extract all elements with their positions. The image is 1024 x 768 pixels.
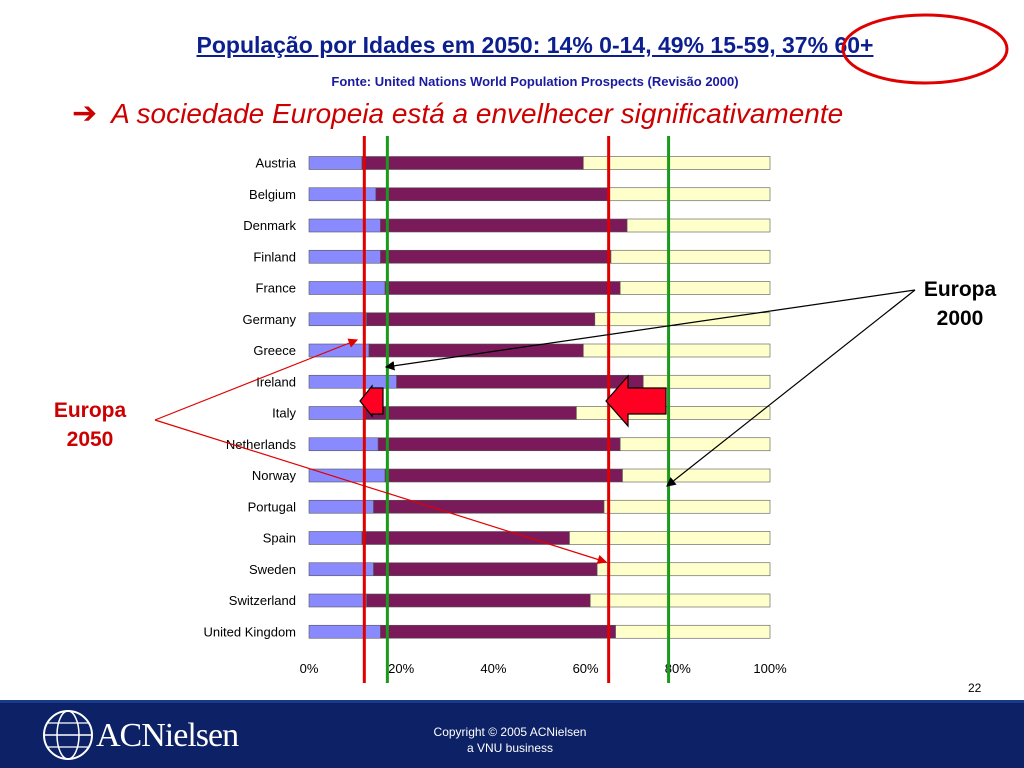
bar-segment-series1 — [308, 374, 397, 389]
bar-segment-series3 — [576, 406, 771, 420]
bar-segment-series1 — [308, 624, 381, 639]
highlight-ellipse — [841, 13, 1009, 85]
bar-segment-series2 — [373, 499, 605, 514]
footer-divider — [0, 700, 1024, 703]
bar-segment-series3 — [603, 499, 771, 514]
category-label: Ireland — [256, 374, 296, 389]
source-note: Fonte: United Nations World Population P… — [331, 74, 739, 89]
acnielsen-logo: ACNielsen — [38, 705, 278, 763]
category-label: Finland — [253, 249, 296, 264]
bar-segment-series3 — [615, 624, 771, 639]
category-label: Netherlands — [226, 437, 297, 452]
category-label: Germany — [243, 312, 297, 327]
bar-segment-series2 — [366, 312, 596, 327]
category-labels: Austria Belgium Denmark Finland France German… — [204, 156, 297, 640]
bar-segment-series1 — [308, 593, 367, 608]
reference-lines — [362, 136, 671, 683]
bar-segment-series2 — [368, 343, 584, 358]
europa-2050-pointer-line — [154, 338, 359, 421]
bar-segment-series1 — [308, 531, 363, 545]
category-label: Belgium — [249, 187, 296, 202]
bar-segment-series3 — [582, 343, 771, 358]
bar-segment-series1 — [308, 249, 381, 264]
bars-layer — [308, 156, 771, 639]
copyright-line1: Copyright © 2005 ACNielsen — [433, 725, 587, 739]
europa-2050-pointer-line — [154, 419, 608, 565]
footer-bar: ACNielsen Copyright © 2005 ACNielsen a V… — [0, 700, 1024, 768]
block-arrow-left-icon — [359, 384, 384, 418]
headline: ➔ A sociedade Europeia está a envelhecer … — [72, 96, 843, 131]
category-label: Switzerland — [229, 593, 296, 608]
bar-segment-series2 — [364, 406, 577, 420]
bar-segment-series2 — [377, 437, 621, 452]
copyright-text: Copyright © 2005 ACNielsen a VNU busines… — [410, 724, 610, 756]
bar-segment-series2 — [366, 593, 591, 608]
category-label: Portugal — [248, 499, 297, 514]
europa-2050-label: Europa 2050 — [40, 396, 140, 454]
x-tick-label: 0% — [300, 661, 319, 676]
logo-wordmark: ACNielsen — [96, 717, 239, 754]
europa-2000-line1: Europa — [923, 278, 997, 301]
europa-2050-line2: 2050 — [66, 428, 114, 451]
x-tick-label: 80% — [665, 661, 691, 676]
bar-segment-series2 — [380, 218, 628, 233]
bar-segment-series3 — [596, 562, 771, 577]
x-tick-label: 20% — [388, 661, 414, 676]
copyright-line2: a VNU business — [466, 741, 554, 755]
x-tick-label: 60% — [573, 661, 599, 676]
slide-title: População por Idades em 2050: 14% 0-14, … — [196, 32, 874, 58]
x-tick-label: 100% — [753, 661, 787, 676]
europa-2000-label: Europa 2000 — [920, 275, 1000, 333]
bar-segment-series1 — [308, 281, 386, 295]
bar-segment-series3 — [619, 437, 771, 452]
europa-2000-line2: 2000 — [936, 307, 984, 330]
europa-2000-pointer-line — [384, 289, 916, 371]
bar-segment-series3 — [589, 593, 771, 608]
bar-segment-series2 — [380, 624, 616, 639]
bar-segment-series2 — [384, 468, 623, 483]
right-arrow-icon: ➔ — [72, 97, 98, 130]
bar-segment-series3 — [626, 218, 771, 233]
bar-segment-series2 — [384, 281, 621, 295]
x-tick-labels: 0% 20% 40% 60% 80% 100% — [300, 661, 787, 676]
category-label: Italy — [272, 406, 296, 421]
bar-segment-series1 — [308, 437, 379, 452]
bar-segment-series3 — [594, 312, 771, 327]
bar-segment-series3 — [619, 281, 771, 295]
bar-segment-series2 — [373, 562, 598, 577]
category-label: Denmark — [243, 218, 296, 233]
category-label: Norway — [252, 468, 297, 483]
stacked-bar-chart: Austria Belgium Denmark Finland France German… — [154, 13, 1009, 683]
bar-segment-series3 — [622, 468, 771, 483]
category-label: Spain — [263, 531, 296, 546]
category-label: France — [256, 281, 296, 296]
bar-segment-series2 — [380, 249, 612, 264]
x-tick-label: 40% — [480, 661, 506, 676]
bar-segment-series1 — [308, 218, 381, 233]
bar-segment-series2 — [361, 531, 570, 545]
bar-segment-series1 — [308, 156, 363, 170]
europa-2000-pointer-line — [666, 289, 916, 487]
category-label: Austria — [256, 156, 297, 171]
bar-segment-series3 — [610, 249, 771, 264]
bar-segment-series2 — [375, 187, 609, 202]
bar-segment-series1 — [308, 312, 367, 327]
category-label: United Kingdom — [204, 624, 297, 639]
bar-segment-series3 — [582, 156, 771, 170]
page-number: 22 — [968, 681, 982, 695]
globe-icon — [43, 710, 93, 760]
bar-segment-series3 — [642, 374, 771, 389]
category-label: Greece — [253, 343, 296, 358]
headline-text: A sociedade Europeia está a envelhecer s… — [111, 98, 844, 129]
bar-segment-series2 — [361, 156, 584, 170]
category-label: Sweden — [249, 562, 296, 577]
bar-segment-series2 — [396, 374, 644, 389]
bar-segment-series1 — [308, 406, 365, 420]
europa-2050-line1: Europa — [53, 399, 127, 422]
bar-segment-series3 — [608, 187, 771, 202]
block-arrow-left-icon — [605, 374, 667, 428]
annotations-layer — [154, 289, 916, 565]
